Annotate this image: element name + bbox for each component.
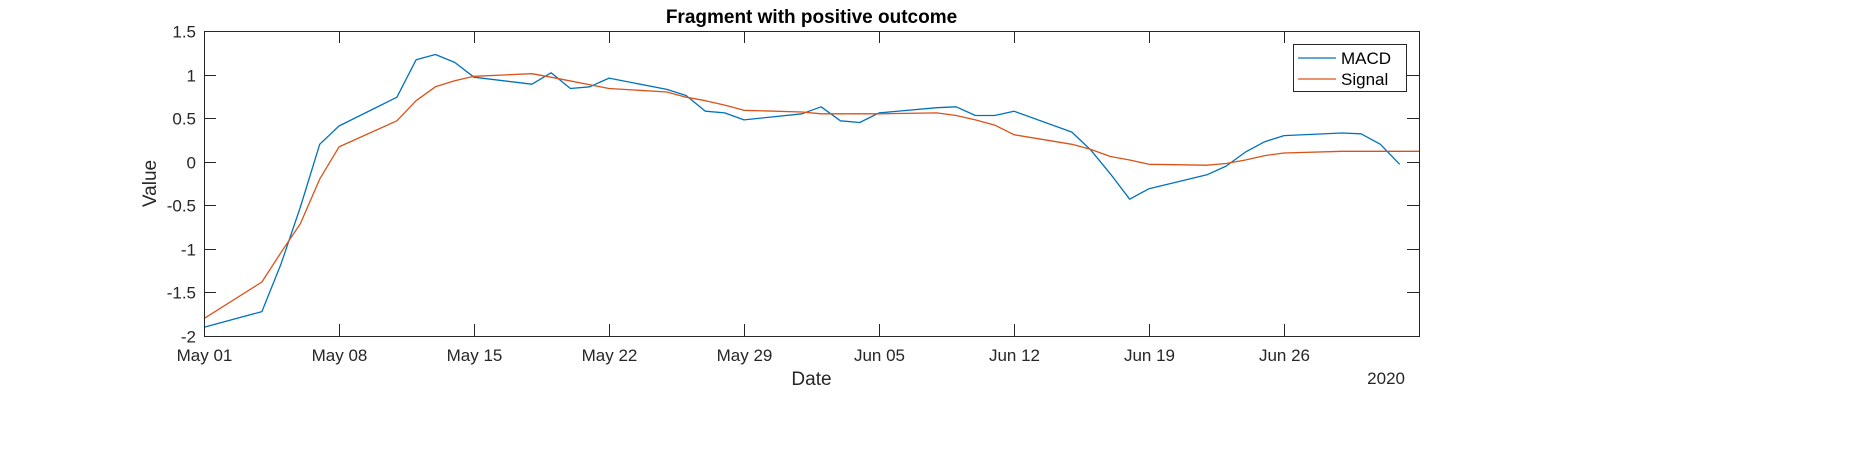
y-tick-label: -2 — [181, 328, 196, 347]
plot-area — [204, 31, 1419, 336]
x-tick-label: Jun 19 — [1124, 346, 1175, 365]
y-tick-label: 1.5 — [172, 23, 196, 42]
chart-title: Fragment with positive outcome — [666, 7, 957, 28]
legend-box — [1293, 44, 1407, 92]
axes-box — [204, 31, 1420, 337]
legend[interactable]: MACD Signal — [1293, 44, 1407, 92]
y-tick-label: 1 — [187, 67, 196, 86]
x-tick-label: May 15 — [447, 346, 503, 365]
legend-label-macd: MACD — [1341, 49, 1391, 68]
x-tick-label: May 29 — [717, 346, 773, 365]
y-tick-label: 0 — [187, 154, 196, 173]
legend-label-signal: Signal — [1341, 70, 1388, 89]
y-tick-label: -1 — [181, 241, 196, 260]
y-tick-label: -0.5 — [167, 197, 196, 216]
y-axis-title: Value — [140, 160, 161, 207]
series-layer — [203, 53, 1419, 328]
x-tick-label: May 22 — [582, 346, 638, 365]
x-tick-label: Jun 12 — [989, 346, 1040, 365]
ticks-layer: -2 -1.5 -1 -0.5 0 0.5 1 1.5 May 01 May 08 May 15 Ma… — [167, 23, 1419, 365]
x-axis-title: Date — [791, 369, 831, 390]
y-tick-label: 0.5 — [172, 110, 196, 129]
x-tick-label: Jun 05 — [854, 346, 905, 365]
series-line-macd — [203, 53, 1401, 328]
y-tick-label: -1.5 — [167, 284, 196, 303]
x-axis-year-label: 2020 — [1367, 369, 1405, 388]
x-tick-label: Jun 26 — [1259, 346, 1310, 365]
series-line-signal — [203, 73, 1419, 320]
x-tick-label: May 08 — [312, 346, 368, 365]
x-tick-label: May 01 — [177, 346, 233, 365]
